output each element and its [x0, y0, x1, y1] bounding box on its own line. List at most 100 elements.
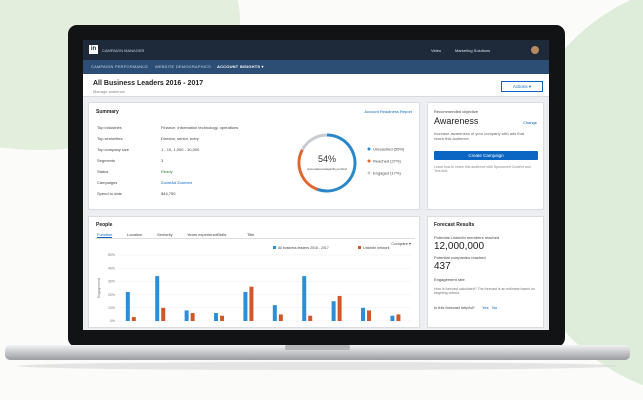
donut-segment: [300, 133, 328, 151]
donut-center: 54%: [318, 154, 336, 164]
nav-tab[interactable]: CAMPAIGN PERFORMANCE: [91, 64, 149, 69]
donut-segment: [316, 133, 357, 193]
forecast-help: How is forecast calculated? The forecast…: [434, 287, 535, 295]
row-label: Campaigns: [97, 180, 118, 185]
bar: [243, 291, 248, 321]
title-bar: All Business Leaders 2016 - 2017 Manage …: [83, 74, 549, 97]
rate-label: Engagement rate: [434, 277, 465, 282]
companies-label: Potential companies reached: [434, 255, 486, 260]
bar: [249, 286, 254, 321]
nav-tab[interactable]: ACCOUNT INSIGHTS ▾: [217, 64, 264, 69]
row-label: Status: [97, 169, 109, 174]
y-tick-label: 0%: [110, 319, 115, 323]
actions-button[interactable]: Actions ▾: [501, 81, 543, 92]
screen: in CAMPAIGN MANAGER Video Marketing Solu…: [83, 40, 549, 330]
nav-bar: CAMPAIGN PERFORMANCE WEBSITE DEMOGRAPHIC…: [83, 60, 549, 74]
user-menu[interactable]: Video: [431, 48, 442, 53]
bar: [361, 307, 366, 321]
companies-value: 437: [434, 261, 451, 272]
bar: [331, 301, 336, 321]
yes-link[interactable]: Yes: [482, 305, 489, 310]
y-axis-label: Engagement: [97, 278, 101, 298]
feedback-question: Is this forecast helpful?: [434, 305, 475, 310]
row-value: Director, senior, entry: [161, 136, 199, 141]
people-card: People Function Location Seniority Years ex…: [88, 216, 420, 328]
bar: [161, 307, 166, 321]
row-label: Top seniorities: [97, 136, 123, 141]
people-tab[interactable]: Function: [97, 232, 113, 238]
bar: [308, 315, 313, 321]
no-link[interactable]: No: [492, 305, 498, 310]
members-label: Potential LinkedIn members reached: [434, 235, 500, 240]
logo: in: [89, 45, 98, 54]
audience-title: All Business Leaders 2016 - 2017: [93, 80, 204, 87]
row-value: $44,750: [161, 191, 176, 196]
legend-swatch: [273, 246, 276, 249]
row-value: 1 - 10, 1,000 - 10,000: [161, 147, 200, 152]
row-value: Ready: [161, 169, 173, 174]
bar: [337, 295, 342, 321]
summary-card: Summary Account Readiness Report Top ind…: [88, 102, 420, 210]
legend-swatch: [358, 246, 361, 249]
donut-caption: of your audience is targeted by your bra…: [307, 167, 347, 171]
account-menu[interactable]: Marketing Solutions: [455, 48, 491, 53]
row-label: Spend to date: [97, 191, 122, 196]
nav-tab[interactable]: WEBSITE DEMOGRAPHICS: [155, 64, 212, 69]
tab-rule: [95, 238, 415, 239]
card-title: Summary: [96, 109, 119, 115]
row-label: Segments: [97, 158, 116, 163]
card-title: Forecast Results: [434, 222, 475, 228]
row-value: ZoomAd Zoomed: [161, 180, 192, 185]
bar-chart: All business leaders 2016 - 2017 LinkedIn…: [97, 246, 411, 323]
y-tick-label: 10%: [108, 306, 115, 310]
objective-text: Increase awareness of your company with …: [434, 131, 525, 141]
forecast-card: Forecast Results Potential LinkedIn memb…: [427, 216, 544, 328]
legend-swatch: [367, 147, 371, 151]
bar: [131, 317, 136, 321]
people-tab[interactable]: Skills: [217, 232, 227, 237]
objective-card: Recommended objective Awareness Change I…: [427, 102, 544, 210]
row-value: 3: [161, 158, 164, 163]
legend-label: Unreached (55%): [373, 147, 405, 152]
bar: [272, 305, 277, 321]
avatar[interactable]: [531, 46, 539, 54]
report-link[interactable]: Account Readiness Report: [364, 109, 412, 114]
y-tick-label: 30%: [108, 280, 115, 284]
y-tick-label: 50%: [108, 253, 115, 257]
bar: [155, 276, 160, 321]
bar: [190, 313, 195, 321]
create-campaign-button[interactable]: Create Campaign: [434, 151, 538, 160]
legend-label: Reached (27%): [373, 159, 401, 164]
objective-value: Awareness: [434, 116, 479, 126]
row-label: Top industries: [97, 125, 122, 130]
audience-subtitle: Manage audience: [93, 89, 125, 94]
objective-note: Learn how to reach this audience with Sp…: [434, 165, 531, 173]
bar: [278, 314, 283, 321]
bar: [214, 313, 219, 321]
people-tab[interactable]: Location: [127, 232, 143, 237]
card-title: People: [96, 222, 113, 228]
bar: [125, 291, 130, 321]
donut-segment: [297, 149, 319, 191]
row-value: Finance, information technology, operati…: [161, 125, 239, 130]
y-tick-label: 20%: [108, 293, 115, 297]
brand: CAMPAIGN MANAGER: [102, 48, 145, 53]
people-tab[interactable]: Seniority: [157, 232, 173, 237]
legend-label: All business leaders 2016 - 2017: [278, 246, 329, 250]
change-link[interactable]: Change: [522, 120, 537, 125]
compare-menu[interactable]: Compare ▾: [391, 241, 411, 246]
legend-label: Engaged (17%): [373, 171, 401, 176]
people-tab[interactable]: Years experience: [187, 232, 218, 237]
objective-label: Recommended objective: [434, 109, 479, 114]
bar: [220, 315, 225, 321]
donut-chart: Unreached (55%) Reached (27%) Engaged (17%…: [297, 133, 405, 193]
bar: [396, 314, 401, 321]
bar: [390, 315, 395, 321]
legend-swatch: [367, 159, 371, 163]
legend-label: LinkedIn network: [363, 246, 390, 250]
row-label: Top company size: [97, 147, 130, 152]
bar: [367, 310, 372, 321]
bar: [184, 310, 189, 321]
people-tab[interactable]: Title: [247, 232, 255, 237]
